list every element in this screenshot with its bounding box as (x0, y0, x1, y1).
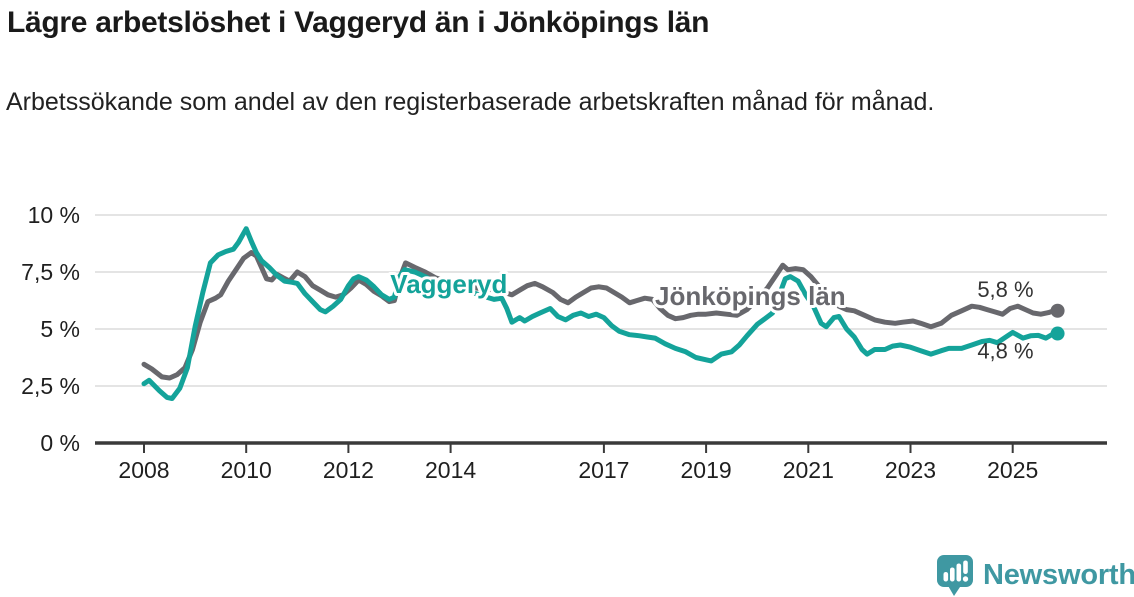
series-line-vaggeryd (141, 226, 1057, 401)
x-axis-tick-label: 2010 (221, 457, 272, 483)
page-title: Lägre arbetslöshet i Vaggeryd än i Jönkö… (7, 6, 710, 39)
newsworthy-brand-text: Newsworthy (983, 559, 1134, 591)
x-axis-tick-label: 2008 (118, 457, 169, 483)
series-inline-label-jonkopings-lan: Jönköpings län (655, 281, 846, 311)
x-axis-tick-label: 2023 (885, 457, 936, 483)
x-axis-tick-label: 2021 (783, 457, 834, 483)
x-axis-tick-label: 2012 (323, 457, 374, 483)
x-axis-tick-label: 2025 (987, 457, 1038, 483)
x-axis-tick-label: 2014 (425, 457, 476, 483)
newsworthy-icon (937, 555, 973, 596)
x-axis-tick-label: 2019 (681, 457, 732, 483)
y-axis-tick-label: 0 % (40, 430, 80, 456)
y-axis-tick-label: 7,5 % (21, 259, 80, 285)
series-inline-label-vaggeryd: Vaggeryd (390, 269, 507, 299)
y-axis-tick-label: 2,5 % (21, 373, 80, 399)
x-axis-tick-label: 2017 (578, 457, 629, 483)
y-axis-tick-label: 10 % (28, 202, 80, 228)
page-subtitle: Arbetssökande som andel av den registerb… (6, 88, 935, 116)
series-end-dot-jonkopings-lan (1050, 303, 1065, 318)
series-end-value-label-vaggeryd: 4,8 % (977, 339, 1033, 364)
series-end-value-label-jonkopings-lan: 5,8 % (977, 277, 1033, 302)
newsworthy-logo: Newsworthy (936, 554, 1134, 597)
series-end-dot-vaggeryd (1050, 326, 1065, 341)
y-axis-tick-label: 5 % (40, 316, 80, 342)
